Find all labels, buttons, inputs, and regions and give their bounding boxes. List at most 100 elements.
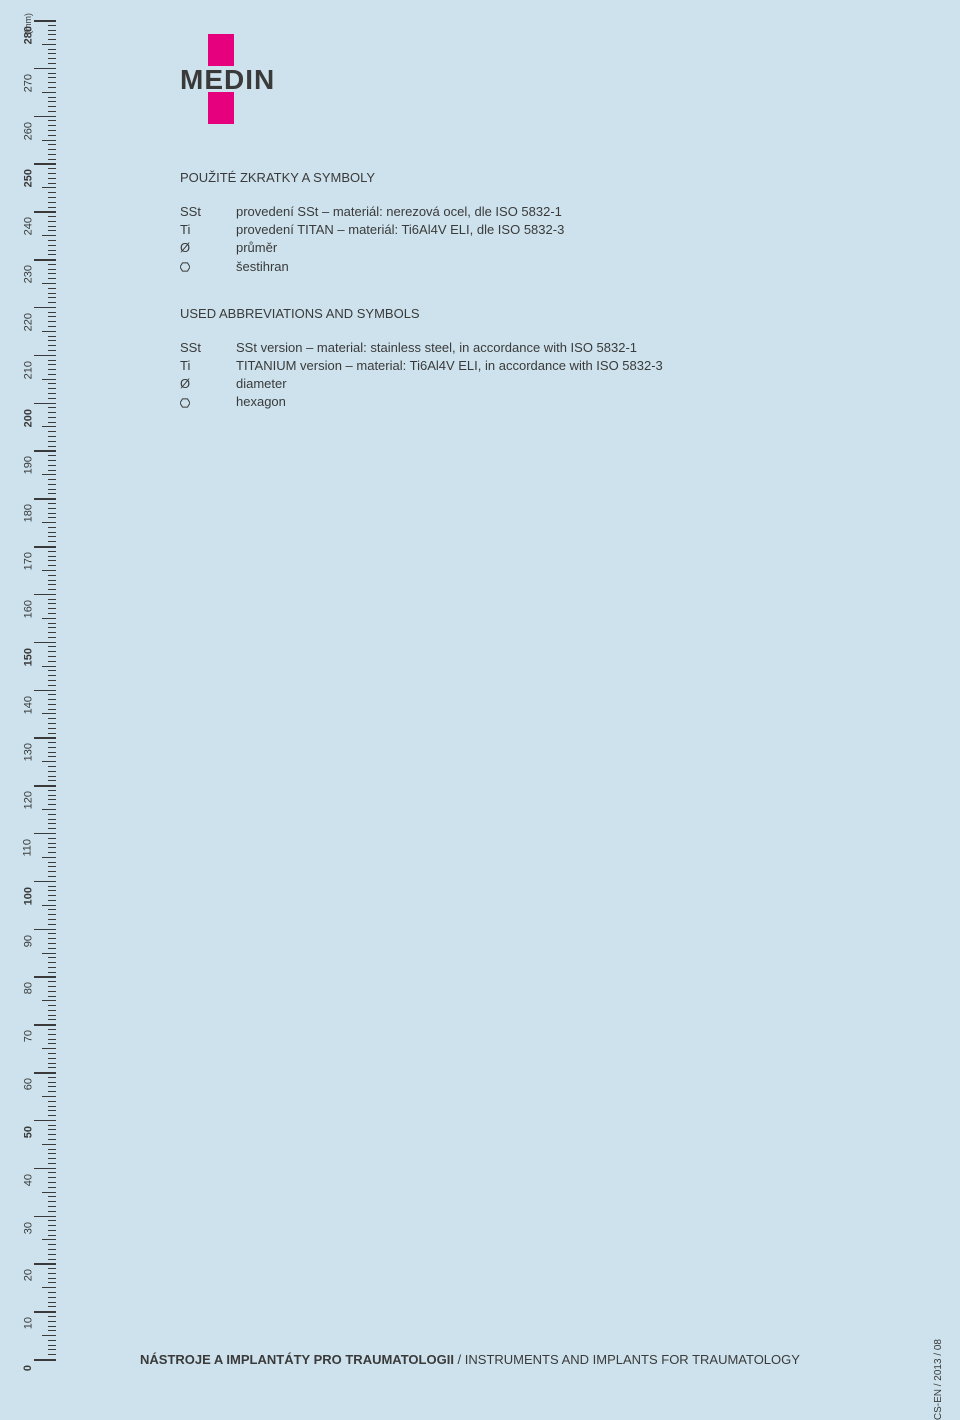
ruler-tick [48,374,56,375]
ruler-tick [48,269,56,270]
ruler-tick [48,699,56,700]
ruler-tick [48,221,56,222]
ruler-tick [48,972,56,973]
ruler-tick [48,82,56,83]
definition-symbol [180,393,236,411]
footer-bold: NÁSTROJE A IMPLANTÁTY PRO TRAUMATOLOGII [140,1352,454,1367]
ruler-tick [48,436,56,437]
ruler-tick [42,44,56,45]
definition-symbol: Ti [180,221,236,239]
ruler-tick [48,350,56,351]
ruler-tick [48,34,56,35]
ruler-tick [48,422,56,423]
ruler-tick [34,785,56,787]
ruler-tick [42,1192,56,1193]
ruler-tick [34,1024,56,1026]
ruler-tick [42,331,56,332]
ruler-tick [48,723,56,724]
ruler-tick [48,527,56,528]
ruler-tick [48,957,56,958]
ruler-tick [48,1321,56,1322]
ruler-tick [48,694,56,695]
ruler-tick [48,183,56,184]
ruler-tick [48,670,56,671]
definition-symbol [180,258,236,276]
ruler-tick [48,135,56,136]
ruler-label: 80 [22,982,34,994]
ruler-tick [48,823,56,824]
ruler-tick [34,1263,56,1265]
ruler-tick [48,1259,56,1260]
ruler-tick [48,321,56,322]
ruler-label: 270 [22,74,34,92]
ruler-tick [48,345,56,346]
ruler-tick [48,336,56,337]
ruler-tick [48,967,56,968]
definition-description: hexagon [236,393,860,411]
ruler-tick [48,73,56,74]
ruler-tick [48,173,56,174]
ruler-tick [48,1077,56,1078]
ruler-tick [42,283,56,284]
ruler-label: 230 [22,265,34,283]
ruler-tick [48,852,56,853]
ruler-tick [42,1000,56,1001]
ruler-tick [48,484,56,485]
ruler-tick [34,737,56,739]
ruler-label: 140 [22,696,34,714]
ruler-tick [48,106,56,107]
ruler-tick [48,890,56,891]
ruler-tick [48,240,56,241]
ruler-tick [48,216,56,217]
ruler-tick [48,575,56,576]
ruler-tick [48,1067,56,1068]
ruler-tick [48,795,56,796]
ruler-tick [48,316,56,317]
definition-row: TiTITANIUM version – material: Ti6Al4V E… [180,357,860,375]
ruler-tick [48,49,56,50]
ruler-tick [48,771,56,772]
ruler-label: 10 [22,1317,34,1329]
ruler-tick [34,833,56,835]
ruler-tick [48,1302,56,1303]
definition-description: provedení SSt – materiál: nerezová ocel,… [236,203,860,221]
definition-description: SSt version – material: stainless steel,… [236,339,860,357]
ruler-tick [34,20,56,22]
hexagon-icon [180,262,190,272]
ruler-tick [48,197,56,198]
ruler-tick [48,580,56,581]
ruler-tick [48,728,56,729]
ruler-tick [48,159,56,160]
ruler-tick [48,130,56,131]
ruler-tick [48,503,56,504]
ruler-tick [48,752,56,753]
definition-row: šestihran [180,258,860,276]
ruler-tick [48,360,56,361]
ruler-label: 220 [22,313,34,331]
footer-rest: INSTRUMENTS AND IMPLANTS FOR TRAUMATOLOG… [465,1352,800,1367]
ruler-tick [48,312,56,313]
ruler-tick [48,637,56,638]
ruler-tick [48,412,56,413]
ruler-tick [48,264,56,265]
ruler-tick [48,125,56,126]
ruler-tick [48,1244,56,1245]
ruler-tick [48,1043,56,1044]
section-title: POUŽITÉ ZKRATKY A SYMBOLY [180,170,860,185]
ruler-tick [42,1239,56,1240]
ruler-tick [48,489,56,490]
ruler-tick [48,709,56,710]
ruler-tick [48,900,56,901]
ruler-tick [42,953,56,954]
ruler-tick [48,1268,56,1269]
ruler-tick [48,675,56,676]
definition-description: diameter [236,375,860,393]
ruler-tick [48,393,56,394]
ruler-tick [48,1139,56,1140]
ruler-tick [48,97,56,98]
ruler-tick [48,876,56,877]
ruler-tick [48,254,56,255]
ruler-tick [48,1086,56,1087]
ruler-tick [48,446,56,447]
ruler-label: 160 [22,600,34,618]
